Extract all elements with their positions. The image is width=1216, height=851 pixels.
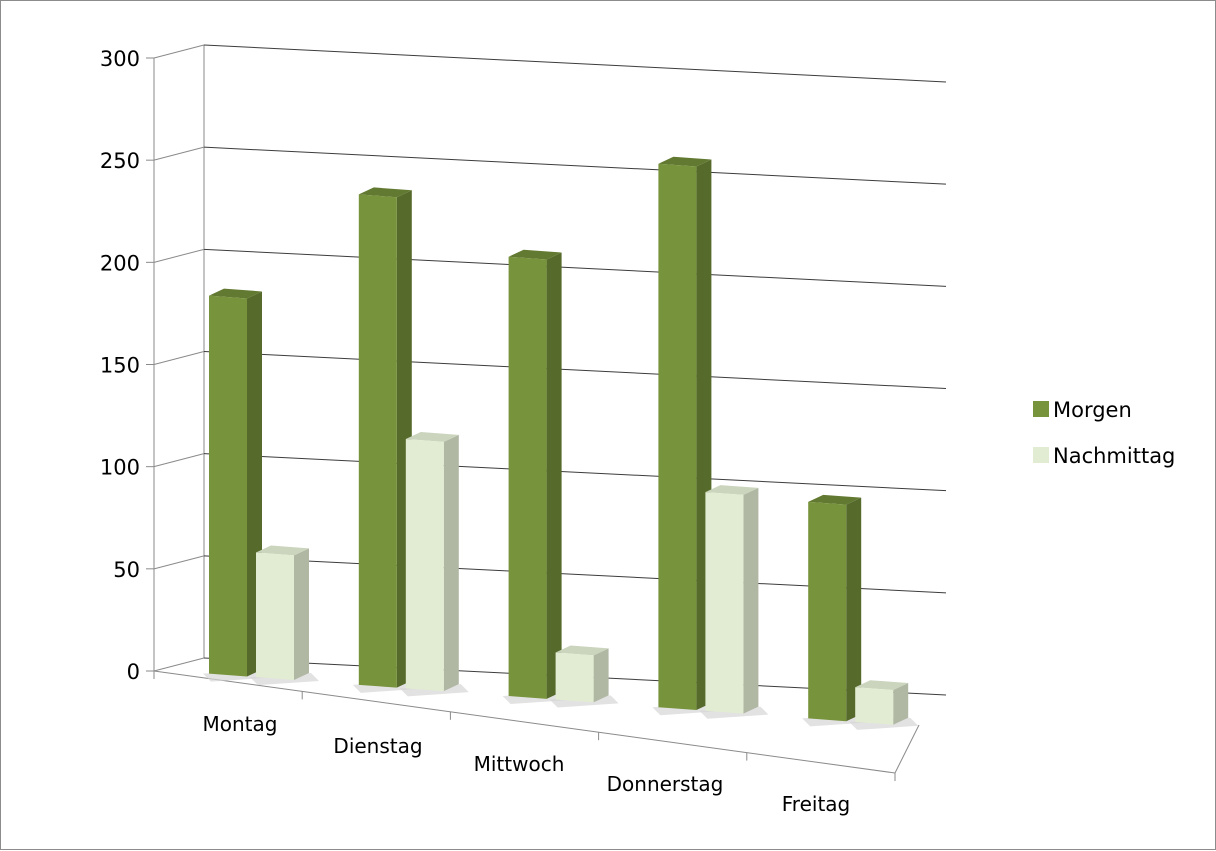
bar-front bbox=[555, 652, 594, 703]
legend-swatch-nachmittag bbox=[1033, 447, 1049, 463]
bar-side bbox=[846, 497, 862, 722]
side-wall-gridline bbox=[153, 555, 205, 570]
x-category-label: Freitag bbox=[782, 792, 851, 816]
back-wall-gridline bbox=[203, 146, 947, 185]
side-wall-gridline bbox=[153, 248, 205, 263]
legend: Morgen Nachmittag bbox=[1033, 398, 1175, 468]
floor-front-edge bbox=[153, 670, 896, 774]
y-tick-label: 200 bbox=[100, 251, 140, 275]
legend-label-morgen: Morgen bbox=[1053, 398, 1132, 422]
bar-nachmittag-dienstag bbox=[405, 432, 459, 692]
side-wall-gridline bbox=[153, 146, 205, 161]
bar-side bbox=[893, 683, 909, 725]
side-wall-gridline bbox=[153, 657, 205, 672]
bar-front bbox=[705, 492, 744, 714]
bar-side bbox=[443, 434, 459, 692]
bar-front bbox=[209, 295, 247, 677]
side-wall-gridline bbox=[153, 453, 205, 468]
back-wall-gridline bbox=[203, 351, 947, 389]
bar-front bbox=[808, 501, 847, 722]
bar-nachmittag-montag bbox=[256, 545, 309, 680]
bar-side bbox=[593, 648, 609, 703]
back-wall-gridline bbox=[203, 248, 947, 287]
x-category-label: Donnerstag bbox=[607, 772, 724, 796]
x-category-label: Dienstag bbox=[333, 734, 422, 758]
bar-front bbox=[508, 256, 547, 699]
y-tick-label: 250 bbox=[100, 149, 140, 173]
bar-morgen-dienstag bbox=[358, 187, 412, 688]
bar-top bbox=[405, 432, 459, 442]
bar-top bbox=[705, 485, 759, 495]
gridlines bbox=[153, 44, 947, 696]
bar-top bbox=[855, 680, 909, 691]
bar-top bbox=[555, 645, 609, 656]
y-tick-label: 300 bbox=[100, 47, 140, 71]
x-axis-category-labels: Montag Dienstag Mittwoch Donnerstag Freitag bbox=[203, 712, 851, 816]
back-wall-gridline bbox=[203, 453, 947, 492]
bar-morgen-mittwoch bbox=[508, 249, 562, 699]
bar-morgen-montag bbox=[209, 288, 262, 677]
axes bbox=[146, 57, 920, 781]
bar-side bbox=[546, 252, 562, 699]
bar-front bbox=[658, 163, 697, 711]
bar-front bbox=[405, 439, 444, 692]
bar-front bbox=[855, 687, 894, 725]
floor-right-edge bbox=[894, 724, 920, 774]
bar-side bbox=[294, 548, 309, 680]
bar-morgen-donnerstag bbox=[658, 156, 712, 711]
bar-front bbox=[358, 194, 397, 688]
legend-label-nachmittag: Nachmittag bbox=[1053, 444, 1175, 468]
side-wall-gridline bbox=[153, 351, 205, 365]
legend-swatch-morgen bbox=[1033, 401, 1049, 417]
bar-nachmittag-freitag bbox=[855, 680, 909, 725]
y-axis-tick-labels: 0 50 100 150 200 250 300 bbox=[100, 47, 140, 684]
bar-top bbox=[508, 249, 562, 260]
bar-front bbox=[256, 552, 294, 680]
bar-top bbox=[658, 156, 712, 167]
bar-top bbox=[358, 187, 412, 198]
bar-top bbox=[209, 288, 262, 299]
x-category-label: Mittwoch bbox=[474, 752, 565, 776]
y-tick-label: 100 bbox=[100, 456, 140, 480]
bar-top bbox=[256, 545, 309, 556]
y-tick-label: 150 bbox=[100, 354, 140, 378]
side-wall-gridline bbox=[153, 44, 205, 59]
x-category-label: Montag bbox=[203, 712, 278, 736]
bar-side bbox=[743, 487, 759, 714]
bar-nachmittag-donnerstag bbox=[705, 485, 759, 714]
back-wall-gridline bbox=[203, 44, 947, 83]
bar-nachmittag-mittwoch bbox=[555, 645, 609, 703]
bar-morgen-freitag bbox=[808, 494, 862, 722]
y-tick-label: 50 bbox=[113, 558, 140, 582]
bars bbox=[209, 156, 909, 725]
y-tick-label: 0 bbox=[127, 660, 140, 684]
bar-top bbox=[808, 494, 862, 505]
